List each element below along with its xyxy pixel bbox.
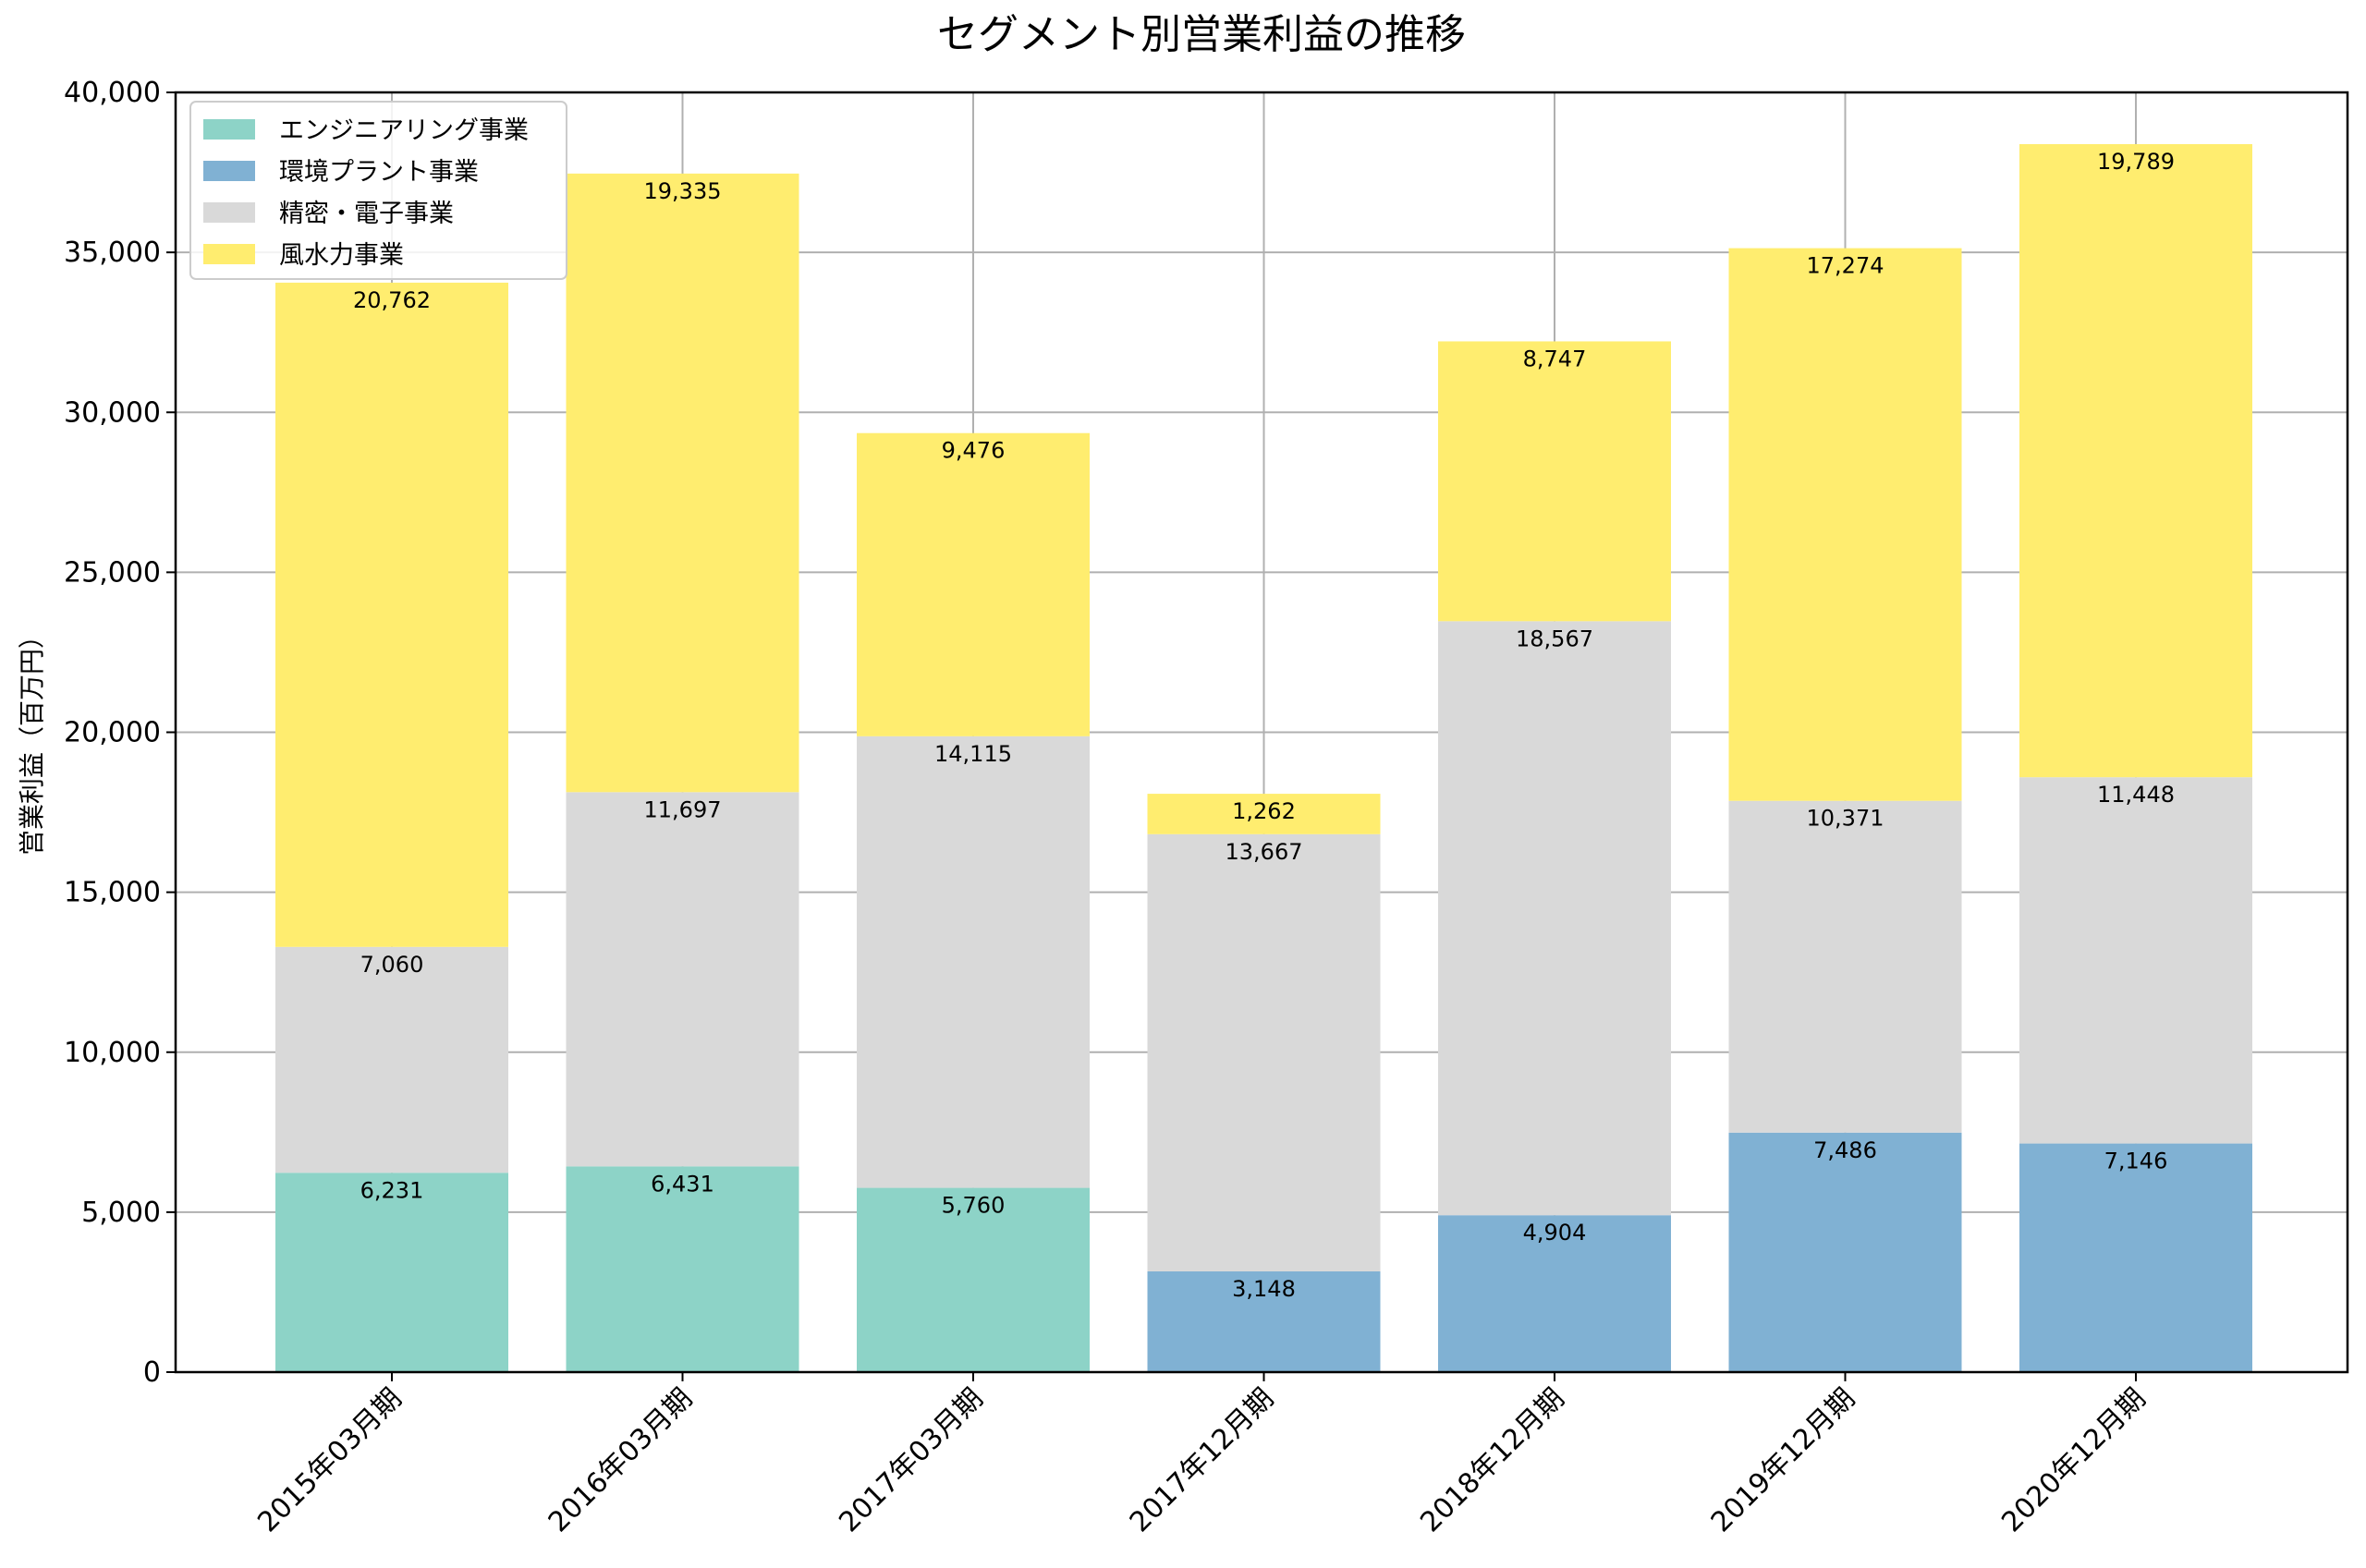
y-tick-label: 10,000 <box>64 1037 161 1069</box>
y-tick-label: 0 <box>143 1356 161 1389</box>
legend-swatch <box>203 202 255 223</box>
bar-segment <box>275 946 508 1173</box>
x-tick-label: 2018年12月期 <box>1414 1382 1570 1538</box>
bar-value-label: 18,567 <box>1516 626 1593 651</box>
y-tick-label: 20,000 <box>64 717 161 749</box>
y-tick-label: 30,000 <box>64 396 161 429</box>
bar-segment <box>1147 1271 1381 1372</box>
bar-value-label: 9,476 <box>942 438 1006 464</box>
bar-segment <box>2019 777 2252 1144</box>
y-tick-label: 5,000 <box>81 1197 161 1229</box>
bars <box>275 143 2252 1372</box>
bar-value-label: 1,262 <box>1232 798 1296 824</box>
y-tick-label: 40,000 <box>64 77 161 109</box>
data-labels: 6,231 6,431 5,760 3,148 4,904 7,486 7,146 7,060… <box>353 149 2175 1302</box>
bar-segment <box>857 735 1090 1188</box>
legend-swatch <box>203 119 255 140</box>
bar-value-label: 8,747 <box>1523 346 1587 371</box>
bar-value-label: 20,762 <box>353 287 431 313</box>
bar-segment <box>2019 143 2252 778</box>
bar-segment <box>1728 800 1962 1133</box>
bar-segment <box>566 792 799 1167</box>
bar-value-label: 11,448 <box>2097 782 2175 808</box>
legend-label: エンジニアリング事業 <box>279 116 529 145</box>
bar-value-label: 5,760 <box>942 1193 1006 1219</box>
chart-title: セグメント別営業利益の推移 <box>937 11 1466 58</box>
x-tick-label: 2017年03月期 <box>833 1382 989 1538</box>
bar-segment <box>1147 833 1381 1272</box>
bar-segment <box>1438 621 1671 1216</box>
bar-value-label: 6,231 <box>360 1177 424 1203</box>
legend-swatch <box>203 161 255 181</box>
legend-label: 精密・電子事業 <box>279 200 454 228</box>
bar-segment <box>275 282 508 947</box>
bar-segment <box>857 1187 1090 1372</box>
bar-segment <box>566 1166 799 1372</box>
bar-value-label: 6,431 <box>651 1171 714 1197</box>
x-axis: 2015年03月期 2016年03月期 2017年03月期 2017年12月期 2018… <box>251 1372 2153 1538</box>
bar-segment <box>857 432 1090 736</box>
bar-value-label: 13,667 <box>1226 839 1303 865</box>
bar-segment <box>275 1173 508 1372</box>
bar-segment <box>1728 1132 1962 1372</box>
bar-segment <box>1147 794 1381 834</box>
legend-box <box>189 101 567 280</box>
bar-segment <box>566 173 799 793</box>
bar-value-label: 4,904 <box>1523 1220 1587 1246</box>
x-tick-label: 2020年12月期 <box>1995 1382 2152 1538</box>
bar-value-label: 3,148 <box>1232 1276 1296 1302</box>
bar-value-label: 17,274 <box>1807 253 1884 279</box>
bar-segment <box>1438 1215 1671 1372</box>
bar-segment <box>1438 341 1671 622</box>
x-tick-label: 2016年03月期 <box>543 1382 699 1538</box>
bar-value-label: 11,697 <box>644 796 722 822</box>
y-axis-label: 営業利益（百万円） <box>17 623 47 856</box>
y-tick-label: 15,000 <box>64 877 161 909</box>
bar-value-label: 7,060 <box>360 952 424 978</box>
bar-value-label: 7,146 <box>2104 1149 2168 1174</box>
bar-value-label: 19,789 <box>2097 149 2175 175</box>
bar-value-label: 10,371 <box>1807 806 1884 832</box>
bar-value-label: 14,115 <box>934 741 1012 767</box>
legend-label: 風水力事業 <box>279 241 404 270</box>
y-tick-label: 25,000 <box>64 556 161 589</box>
bar-value-label: 7,486 <box>1813 1137 1877 1163</box>
bar-segment <box>1728 248 1962 801</box>
legend-label: 環境プラント事業 <box>279 158 479 187</box>
x-tick-label: 2017年12月期 <box>1124 1382 1280 1538</box>
legend-swatch <box>203 244 255 264</box>
bar-segment <box>2019 1143 2252 1372</box>
bar-value-label: 19,335 <box>644 178 722 204</box>
y-axis: 0 5,000 10,000 15,000 20,000 25,000 30,000 35,0… <box>64 77 176 1389</box>
x-tick-label: 2019年12月期 <box>1705 1382 1861 1538</box>
x-tick-label: 2015年03月期 <box>251 1382 408 1538</box>
y-tick-label: 35,000 <box>64 237 161 269</box>
